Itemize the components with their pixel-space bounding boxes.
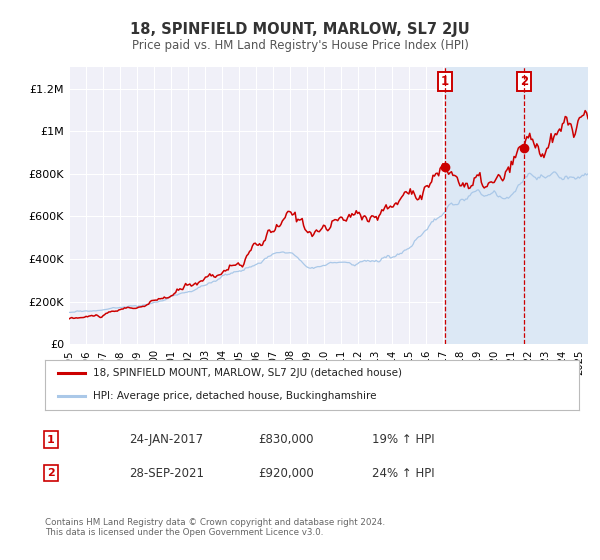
- Text: 18, SPINFIELD MOUNT, MARLOW, SL7 2JU (detached house): 18, SPINFIELD MOUNT, MARLOW, SL7 2JU (de…: [93, 368, 402, 378]
- Text: HPI: Average price, detached house, Buckinghamshire: HPI: Average price, detached house, Buck…: [93, 391, 377, 402]
- Text: 28-SEP-2021: 28-SEP-2021: [129, 466, 204, 480]
- Text: 2: 2: [520, 74, 528, 87]
- Text: 24% ↑ HPI: 24% ↑ HPI: [372, 466, 434, 480]
- Text: 18, SPINFIELD MOUNT, MARLOW, SL7 2JU: 18, SPINFIELD MOUNT, MARLOW, SL7 2JU: [130, 22, 470, 38]
- Text: Price paid vs. HM Land Registry's House Price Index (HPI): Price paid vs. HM Land Registry's House …: [131, 39, 469, 52]
- Text: £920,000: £920,000: [258, 466, 314, 480]
- Text: £830,000: £830,000: [258, 433, 314, 446]
- Bar: [445, 67, 590, 344]
- Text: 24-JAN-2017: 24-JAN-2017: [129, 433, 203, 446]
- Text: 19% ↑ HPI: 19% ↑ HPI: [372, 433, 434, 446]
- Text: 1: 1: [440, 74, 449, 87]
- Text: Contains HM Land Registry data © Crown copyright and database right 2024.
This d: Contains HM Land Registry data © Crown c…: [45, 518, 385, 538]
- Text: 1: 1: [47, 435, 55, 445]
- Text: 2: 2: [47, 468, 55, 478]
